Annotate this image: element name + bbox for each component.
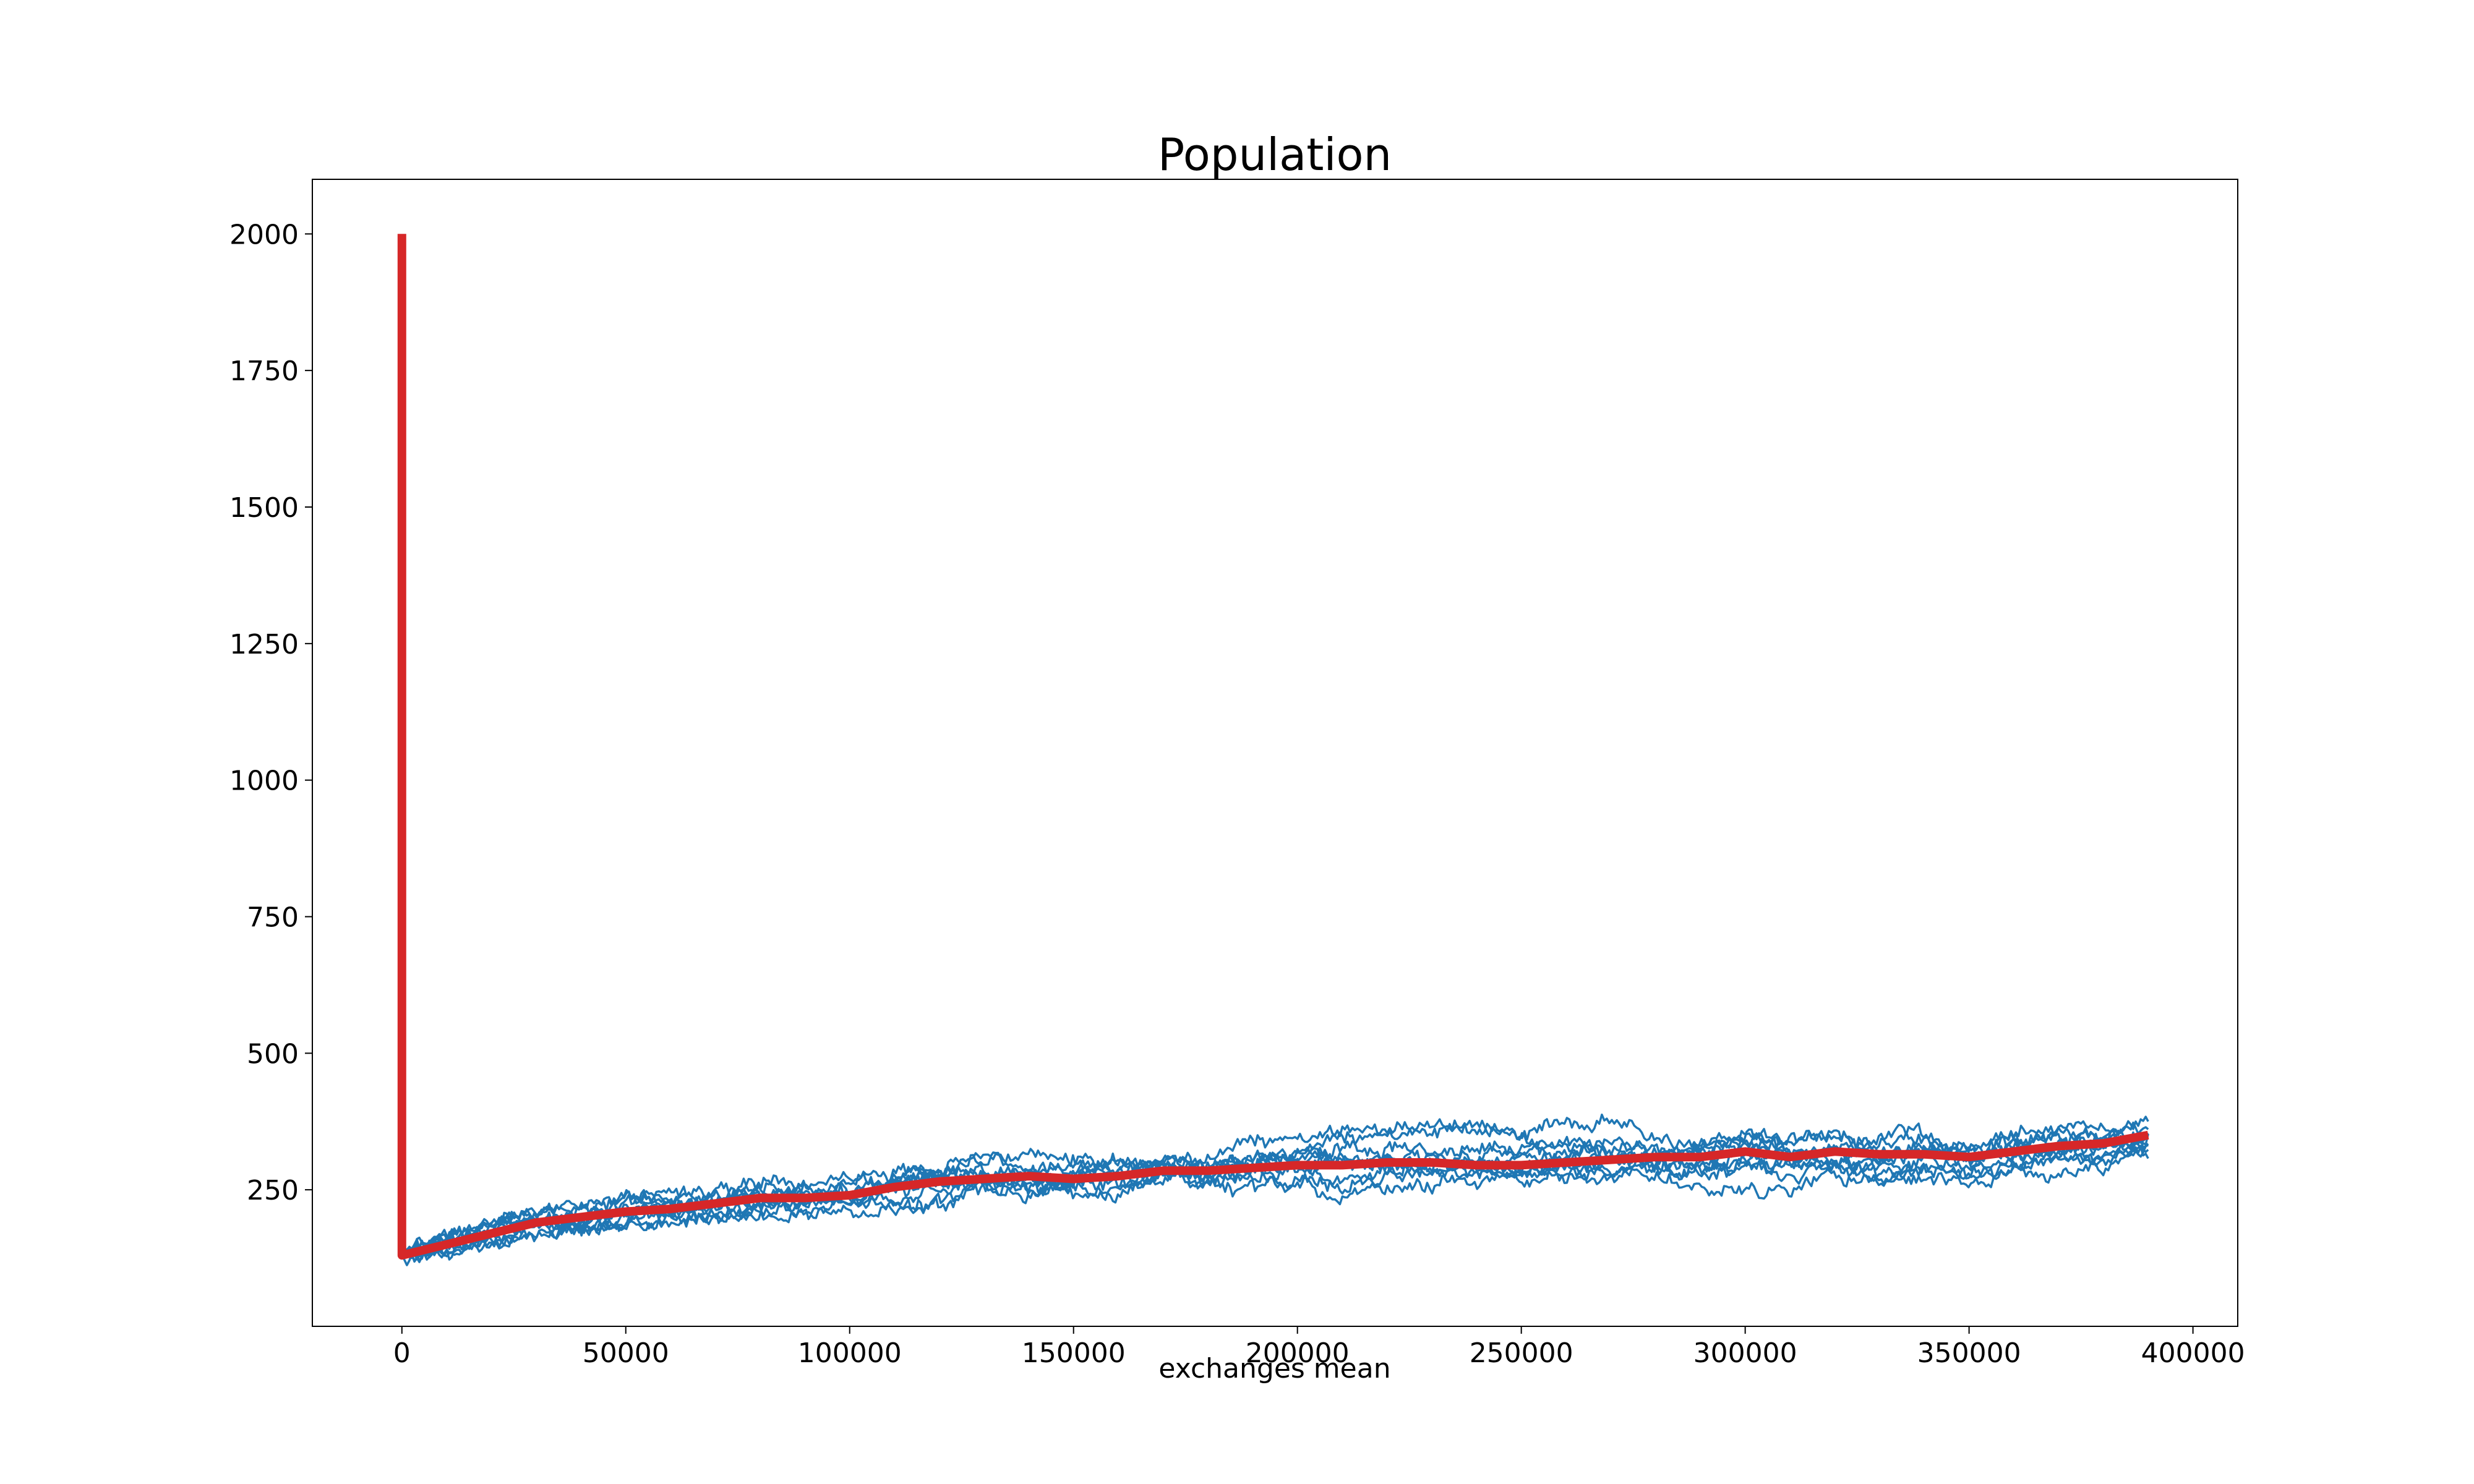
- y-tick-label: 750: [247, 902, 299, 934]
- run-line: [401, 1133, 2149, 1259]
- x-axis: 0 50000 100000 150000 200000 250000 300000 3500…: [393, 1326, 2245, 1369]
- x-tick-label: 50000: [583, 1337, 669, 1369]
- run-line: [401, 1124, 2149, 1261]
- x-tick-label: 250000: [1470, 1337, 1573, 1369]
- y-tick-label: 1750: [229, 356, 299, 387]
- x-tick-label: 200000: [1246, 1337, 1350, 1369]
- run-line: [401, 1119, 2149, 1258]
- mean-line: [397, 234, 2149, 1260]
- x-tick-label: 0: [393, 1337, 411, 1369]
- run-line: [401, 1128, 2149, 1266]
- y-axis: 250 500 750 1000 1250 1500 1750 2000: [229, 219, 312, 1206]
- runs-layer: [401, 1113, 2149, 1266]
- x-tick-label: 100000: [798, 1337, 902, 1369]
- chart-title: Population: [1158, 129, 1392, 181]
- mean-layer: [397, 234, 2149, 1260]
- y-tick-label: 500: [247, 1038, 299, 1070]
- x-tick-label: 350000: [1917, 1337, 2021, 1369]
- y-tick-label: 1000: [229, 765, 299, 797]
- x-axis-label: exchanges mean: [1158, 1353, 1390, 1384]
- run-line: [401, 1128, 2149, 1256]
- y-tick-label: 250: [247, 1175, 299, 1206]
- y-tick-label: 1250: [229, 629, 299, 660]
- y-tick-label: 1500: [229, 492, 299, 524]
- y-tick-label: 2000: [229, 219, 299, 250]
- plot-frame: [312, 179, 2238, 1327]
- x-tick-label: 150000: [1022, 1337, 1126, 1369]
- x-tick-label: 300000: [1693, 1337, 1797, 1369]
- x-tick-label: 400000: [2141, 1337, 2245, 1369]
